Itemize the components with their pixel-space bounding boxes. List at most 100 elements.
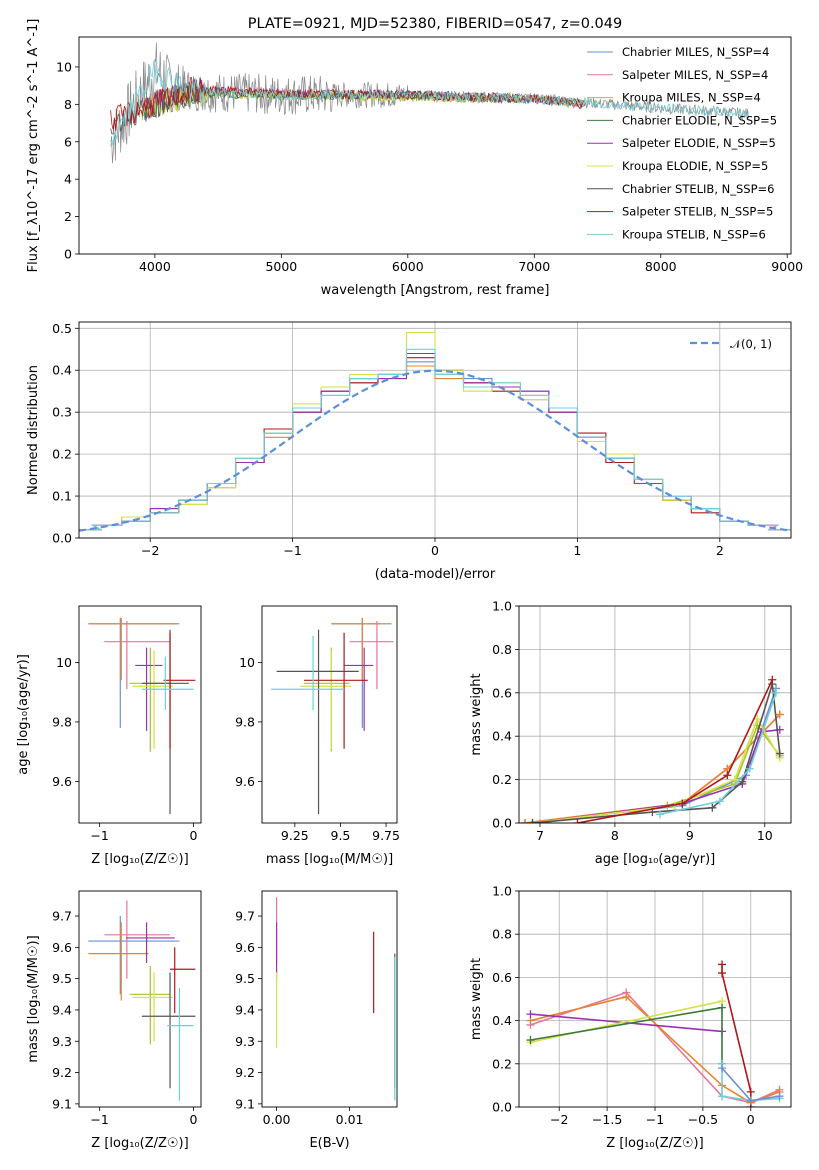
y-tick-label: 9.2 (52, 1065, 72, 1080)
y-tick-label: 0 (64, 247, 72, 262)
y-tick-label: 9.6 (235, 940, 255, 955)
x-axis-label: (data-model)/error (375, 567, 496, 582)
weight-marker (526, 1010, 535, 1019)
weight-marker (775, 1092, 784, 1101)
y-tick-label: 9.4 (235, 1002, 255, 1017)
weight-line (577, 679, 774, 823)
weight-marker (718, 1003, 727, 1012)
weight-marker (655, 810, 664, 819)
y-tick-label: 9.1 (52, 1096, 72, 1111)
weight-marker (678, 799, 687, 808)
legend-label: Salpeter STELIB, N_SSP=5 (622, 205, 773, 219)
normal-curve (79, 369, 791, 532)
x-tick-label: −1 (283, 543, 301, 558)
x-tick-label: 8 (611, 828, 619, 843)
weight-marker (520, 819, 529, 823)
weight-marker (708, 803, 717, 812)
x-tick-label: 9.25 (281, 828, 309, 843)
y-tick-label: 0.2 (52, 447, 72, 462)
histogram-step (79, 348, 791, 531)
weight-marker (772, 688, 781, 697)
weight-marker (723, 771, 732, 780)
y-tick-label: 9.1 (235, 1096, 255, 1111)
y-tick-label: 9.6 (52, 940, 72, 955)
y-axis-label: mass [log₁₀(M/M☉)] (26, 935, 41, 1062)
x-tick-label: −1 (90, 828, 108, 843)
mass-weight-vs-metallicity-panel: −2 −1.5 −1 −0.5 0 0.0 0.2 0.4 0.6 0.8 1.0 Z [log₁₀(… (469, 884, 792, 1151)
x-tick-label: 0 (190, 828, 198, 843)
y-tick-label: 0.1 (52, 489, 72, 504)
x-tick-label: 2 (716, 543, 724, 558)
y-tick-label: 1.0 (492, 599, 512, 614)
x-tick-label: −0.5 (688, 1112, 718, 1127)
y-tick-label: 10 (56, 59, 72, 74)
weight-marker (746, 1096, 755, 1105)
axes-frame (261, 605, 398, 824)
x-tick-label: 4000 (139, 259, 171, 274)
y-tick-label: 8 (64, 97, 72, 112)
y-tick-label: 9.7 (235, 909, 255, 924)
residual-histogram-panel: −2 −1 0 1 2 0.0 0.1 0.2 0.3 0.4 0.5 (data-model)/er… (26, 321, 792, 582)
y-tick-label: 4 (64, 172, 72, 187)
legend-label: 𝒩(0, 1) (730, 337, 772, 351)
weight-line (530, 1013, 723, 1033)
x-tick-label: 5000 (265, 259, 297, 274)
weight-line (721, 1063, 780, 1102)
x-tick-label: 9.75 (372, 828, 400, 843)
weight-marker (573, 819, 582, 823)
x-tick-label: 7 (536, 828, 544, 843)
x-tick-label: −1.5 (592, 1112, 622, 1127)
weight-marker (745, 764, 754, 773)
y-tick-label: 0.2 (492, 772, 512, 787)
x-tick-label: 0.01 (336, 1112, 364, 1127)
y-tick-label: 9.5 (235, 971, 255, 986)
x-tick-label: 7000 (518, 259, 550, 274)
y-tick-label: 10 (239, 655, 255, 670)
axes-frame (78, 890, 202, 1108)
y-axis-label: mass weight (469, 673, 484, 755)
x-axis-label: E(B-V) (309, 1136, 349, 1151)
x-axis-label: wavelength [Angstrom, rest frame] (321, 283, 550, 298)
legend-label: Salpeter ELODIE, N_SSP=5 (622, 136, 776, 150)
y-tick-label: 0.0 (492, 1100, 512, 1115)
y-tick-label: 9.5 (52, 971, 72, 986)
y-tick-label: 0.4 (492, 729, 512, 744)
weight-marker (622, 992, 631, 1001)
y-tick-label: 0.0 (52, 531, 72, 546)
y-tick-label: 0.0 (492, 816, 512, 831)
legend-label: Chabrier ELODIE, N_SSP=5 (622, 113, 777, 127)
x-tick-label: −2 (550, 1112, 568, 1127)
axes-frame (518, 890, 792, 1108)
x-tick-label: 9.5 (331, 828, 351, 843)
y-tick-label: 6 (64, 134, 72, 149)
x-axis-label: age [log₁₀(age/yr)] (595, 852, 716, 867)
y-tick-label: 0.4 (52, 363, 72, 378)
y-tick-label: 9.3 (235, 1034, 255, 1049)
mass-vs-extinction-panel: 0.00 0.01 9.1 9.2 9.3 9.4 9.5 9.6 9.7 E(B-V) (235, 890, 398, 1151)
axes-frame (261, 890, 398, 1108)
mass-vs-metallicity-panel: −1 0 9.1 9.2 9.3 9.4 9.5 9.6 9.7 Z [log₁₀(Z/Z☉)] m… (26, 890, 202, 1151)
x-tick-label: 1 (573, 543, 581, 558)
x-tick-label: 0 (431, 543, 439, 558)
y-tick-label: 9.7 (52, 909, 72, 924)
x-axis-label: Z [log₁₀(Z/Z☉)] (606, 1136, 703, 1151)
y-tick-label: 0.8 (492, 642, 512, 657)
weight-marker (715, 797, 724, 806)
x-tick-label: 6000 (392, 259, 424, 274)
x-tick-label: 0.00 (263, 1112, 291, 1127)
x-axis-label: mass [log₁₀(M/M☉)] (266, 852, 393, 867)
legend-label: Kroupa STELIB, N_SSP=6 (622, 227, 766, 241)
weight-marker (730, 775, 739, 784)
weight-marker (718, 969, 727, 978)
weight-marker (718, 960, 727, 969)
y-tick-label: 1.0 (492, 884, 512, 899)
x-tick-label: −1 (646, 1112, 664, 1127)
model-spectrum-line (110, 58, 750, 147)
x-axis-label: Z [log₁₀(Z/Z☉)] (91, 852, 188, 867)
y-tick-label: 9.6 (235, 774, 255, 789)
y-tick-label: 0.6 (492, 970, 512, 985)
weight-marker (738, 777, 747, 786)
axes-frame (78, 36, 792, 255)
y-axis-label: Flux [f_λ10^-17 erg cm^-2 s^-1 A^-1] (26, 19, 41, 273)
